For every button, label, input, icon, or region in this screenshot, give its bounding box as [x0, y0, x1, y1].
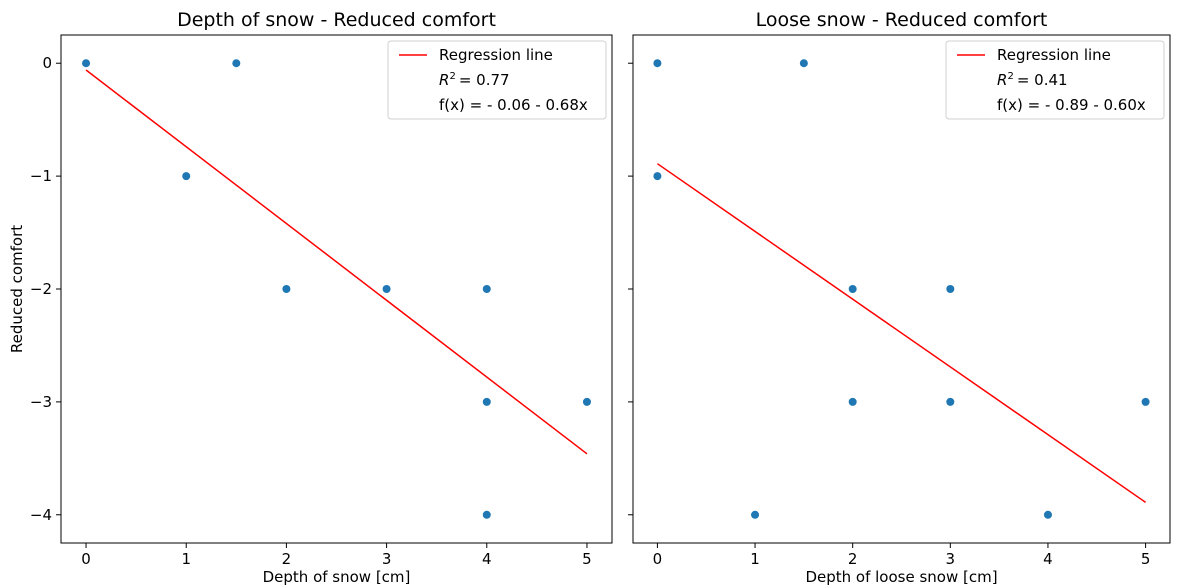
depth-of-snow-data-point	[582, 397, 591, 406]
depth-of-snow-data-point	[482, 397, 491, 406]
depth-of-snow-legend-r2-value: = 0.77	[459, 71, 510, 89]
depth-of-snow-data-point	[182, 172, 191, 181]
depth-of-snow-x-tick-label: 0	[81, 550, 91, 568]
loose-snow-x-tick-label: 4	[1043, 550, 1053, 568]
depth-of-snow-regression-line	[85, 69, 588, 455]
depth-of-snow-x-tick-label: 3	[382, 550, 392, 568]
depth-of-snow-x-tick-label: 4	[482, 550, 492, 568]
plot-loose-snow: Loose snow - Reduced comfort 0 1 2 3 4 5 Depth …	[628, 9, 1171, 586]
loose-snow-data-point	[848, 397, 857, 406]
depth-of-snow-chart-title: Depth of snow - Reduced comfort	[177, 9, 496, 31]
depth-of-snow-y-tick-label: −1	[30, 167, 52, 185]
loose-snow-data-point	[848, 285, 857, 293]
loose-snow-data-point	[653, 172, 662, 181]
depth-of-snow-data-point	[482, 510, 491, 519]
depth-of-snow-y-tick-label: −3	[30, 393, 52, 411]
depth-of-snow-x-axis-label: Depth of snow [cm]	[263, 568, 411, 586]
loose-snow-legend-r2: R2 = 0.41	[997, 71, 1068, 89]
loose-snow-data-point	[946, 397, 955, 406]
loose-snow-legend-r2-value: = 0.41	[1017, 71, 1068, 89]
depth-of-snow-data-point	[282, 285, 291, 293]
loose-snow-data-point	[751, 510, 760, 519]
depth-of-snow-x-tick-label: 1	[181, 550, 191, 568]
loose-snow-x-tick-label: 5	[1141, 550, 1151, 568]
loose-snow-x-tick-label: 2	[848, 550, 858, 568]
depth-of-snow-data-point	[232, 59, 241, 68]
depth-of-snow-legend-box	[387, 40, 607, 120]
depth-of-snow-legend-regression-label: Regression line	[439, 46, 553, 64]
loose-snow-x-axis-label: Depth of loose snow [cm]	[805, 568, 997, 586]
depth-of-snow-legend-r2: R2 = 0.77	[439, 71, 510, 89]
depth-of-snow-x-tick-label: 5	[582, 550, 592, 568]
loose-snow-x-tick-label: 3	[946, 550, 956, 568]
depth-of-snow-y-tick-label: 0	[42, 54, 52, 72]
depth-of-snow-data-point	[382, 285, 391, 293]
loose-snow-data-point	[946, 285, 955, 293]
loose-snow-x-tick-label: 1	[750, 550, 760, 568]
depth-of-snow-x-tick-label: 2	[282, 550, 292, 568]
plot-depth-of-snow: Depth of snow - Reduced comfort 0 1 2 3 4 5 0 −1…	[8, 9, 613, 586]
loose-snow-data-point	[1141, 397, 1150, 406]
depth-of-snow-legend-formula: f(x) = - 0.06 - 0.68x	[439, 96, 588, 114]
loose-snow-data-point	[653, 59, 662, 68]
loose-snow-legend: Regression line R2 = 0.41 f(x) = - 0.89 - 0…	[945, 40, 1165, 120]
loose-snow-legend-formula: f(x) = - 0.89 - 0.60x	[997, 96, 1146, 114]
depth-of-snow-data-point	[482, 285, 491, 293]
loose-snow-x-tick-label: 0	[653, 550, 663, 568]
loose-snow-chart-title: Loose snow - Reduced comfort	[756, 9, 1048, 31]
depth-of-snow-legend: Regression line R2 = 0.77 f(x) = - 0.06 - 0…	[387, 40, 607, 120]
loose-snow-legend-regression-label: Regression line	[997, 46, 1111, 64]
loose-snow-legend-box	[945, 40, 1165, 120]
loose-snow-data-point	[799, 59, 808, 68]
depth-of-snow-y-axis-label: Reduced comfort	[8, 225, 26, 353]
depth-of-snow-y-tick-label: −4	[30, 506, 52, 524]
depth-of-snow-y-tick-label: −2	[30, 280, 52, 298]
loose-snow-regression-line	[656, 163, 1147, 503]
loose-snow-data-point	[1043, 510, 1052, 519]
depth-of-snow-data-point	[82, 59, 91, 68]
